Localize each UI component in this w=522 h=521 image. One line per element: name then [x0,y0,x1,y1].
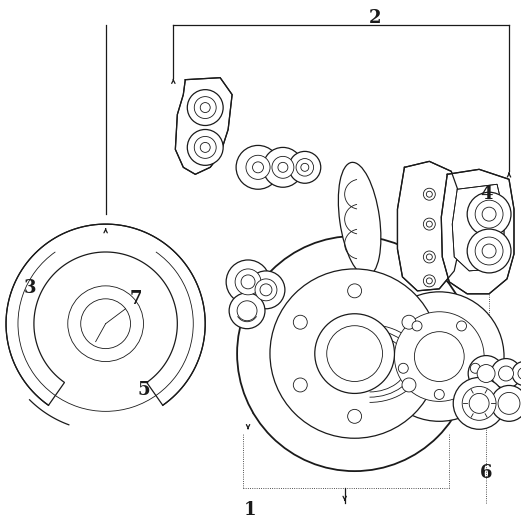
Circle shape [423,188,435,200]
Circle shape [426,254,432,260]
Circle shape [482,207,496,221]
Circle shape [470,363,480,373]
Circle shape [467,229,511,273]
Circle shape [296,158,314,176]
Circle shape [278,163,288,172]
Circle shape [255,279,277,301]
Circle shape [462,387,496,420]
Circle shape [235,269,261,295]
Ellipse shape [338,163,381,276]
Circle shape [402,378,416,392]
Circle shape [315,314,395,393]
Text: 1: 1 [244,501,256,519]
Circle shape [187,90,223,126]
Circle shape [200,142,210,152]
Circle shape [293,315,307,329]
Circle shape [477,365,495,382]
Circle shape [200,103,210,113]
Text: 6: 6 [480,464,492,482]
Circle shape [293,378,307,392]
Circle shape [499,366,514,381]
Circle shape [434,389,444,400]
Circle shape [327,326,383,381]
Circle shape [348,284,362,298]
Circle shape [260,284,272,296]
Circle shape [412,321,422,331]
Circle shape [423,275,435,287]
Circle shape [402,315,416,329]
Circle shape [236,145,280,189]
Circle shape [467,192,511,236]
Circle shape [426,191,432,197]
Circle shape [512,362,522,386]
Circle shape [270,269,440,438]
Circle shape [247,271,285,309]
Circle shape [426,278,432,284]
Circle shape [253,162,264,173]
Circle shape [482,244,496,258]
Circle shape [263,147,303,187]
Text: 2: 2 [369,9,382,27]
Polygon shape [397,162,461,291]
Circle shape [226,260,270,304]
Text: 5: 5 [137,381,150,400]
Text: 3: 3 [23,279,36,297]
Text: 7: 7 [129,290,142,308]
Circle shape [375,292,504,421]
Polygon shape [452,184,504,271]
Circle shape [68,286,144,362]
Circle shape [395,312,484,401]
Circle shape [301,164,309,171]
Circle shape [468,355,504,391]
Circle shape [491,358,521,389]
Circle shape [398,363,408,373]
Circle shape [423,218,435,230]
Polygon shape [6,224,205,405]
Circle shape [518,367,522,379]
Circle shape [187,130,223,165]
Circle shape [423,251,435,263]
Circle shape [475,200,503,228]
Circle shape [241,275,255,289]
Circle shape [469,393,489,413]
Circle shape [457,321,467,331]
Circle shape [491,386,522,421]
Circle shape [289,152,321,183]
Circle shape [194,96,216,118]
Circle shape [237,301,257,321]
Polygon shape [441,169,514,294]
Circle shape [272,156,294,178]
Circle shape [229,293,265,329]
Circle shape [237,236,472,471]
Circle shape [426,221,432,227]
Circle shape [414,332,464,381]
Text: 4: 4 [480,185,492,203]
Circle shape [498,392,520,414]
Circle shape [246,155,270,179]
Circle shape [475,237,503,265]
Circle shape [194,137,216,158]
Circle shape [348,410,362,423]
Circle shape [453,378,505,429]
Polygon shape [175,78,232,175]
Circle shape [81,299,130,349]
